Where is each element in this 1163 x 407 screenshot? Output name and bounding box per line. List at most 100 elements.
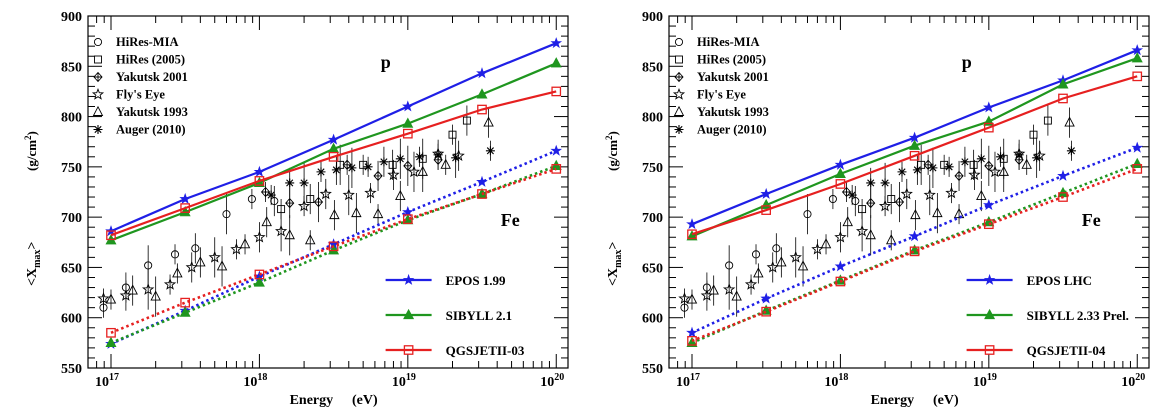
legend-marker (94, 38, 101, 45)
measurement-auger-2010- (267, 138, 495, 205)
data-point (374, 171, 382, 180)
legend-label: SIBYLL 2.33 Prel. (1027, 308, 1129, 323)
series-point (403, 101, 413, 110)
x-tick-label: 1017 (95, 372, 119, 390)
legend-marker (404, 275, 414, 284)
series-point (477, 177, 487, 186)
series-point (329, 135, 339, 144)
left-panel: 550 600 650 700 750 800 850 900 1017 1018 1019 1020… (23, 10, 568, 407)
series-point (551, 58, 561, 67)
legend-marker (676, 56, 683, 63)
y-tick-label: 650 (642, 261, 663, 276)
data-point (895, 198, 903, 207)
x-tick-label: 1018 (243, 372, 267, 390)
series-p-epos-1-99 (106, 38, 561, 235)
y-tick-label: 600 (61, 312, 82, 327)
model-legend: EPOS 1.99SIBYLL 2.1QGSJETII-03 (386, 273, 525, 358)
data-point (955, 171, 963, 180)
y-axis-unit-close: ) (605, 131, 620, 135)
data-legend: HiRes-MIAHiRes (2005)Yakutsk 2001Fly's E… (674, 35, 769, 137)
legend-label: Yakutsk 1993 (697, 105, 769, 119)
series-point (1132, 53, 1142, 62)
measurement-auger-2010- (848, 138, 1076, 205)
x-axis-unit: (eV) (933, 393, 959, 407)
data-point (985, 161, 993, 170)
annotation-fe: Fe (501, 210, 520, 230)
data-point (866, 178, 875, 187)
x-tick-exponent: 19 (987, 372, 997, 383)
legend-label: QGSJETII-03 (446, 343, 525, 358)
series-point (551, 146, 561, 155)
data-point (267, 191, 276, 200)
legend-marker (94, 125, 103, 134)
data-point (1015, 150, 1024, 159)
legend-marker (675, 125, 684, 134)
y-axis-label-close: > (25, 242, 40, 250)
data-point (404, 161, 412, 170)
series-point (551, 38, 561, 47)
y-tick-label: 650 (61, 261, 82, 276)
annotation-p: p (381, 52, 391, 72)
legend-label: Yakutsk 2001 (116, 70, 188, 84)
data-point (848, 191, 857, 200)
y-tick-label: 850 (61, 60, 82, 75)
legend-marker (675, 107, 684, 116)
x-tick-exponent: 17 (690, 372, 700, 383)
series-line (692, 148, 1137, 333)
legend-marker (675, 73, 683, 82)
y-tick-label: 800 (61, 111, 82, 126)
legend-label: Yakutsk 1993 (116, 105, 188, 119)
data-point (996, 152, 1005, 161)
data-point (364, 162, 373, 171)
y-axis-unit: (g/cm2) (604, 131, 620, 171)
y-tick-label: 550 (642, 362, 663, 377)
legend-marker (93, 89, 103, 98)
legend-label: Fly's Eye (116, 88, 165, 102)
data-point (332, 165, 341, 174)
annotation-fe: Fe (1082, 210, 1101, 230)
y-axis-unit: (g/cm2) (23, 131, 39, 171)
data-point (285, 178, 294, 187)
data-point (897, 167, 906, 176)
x-tick-label: 1020 (540, 372, 564, 390)
y-tick-label: 900 (642, 10, 663, 25)
data-point (867, 199, 875, 208)
y-tick-label: 700 (642, 211, 663, 226)
data-point (960, 157, 969, 166)
legend-label: HiRes-MIA (116, 35, 179, 49)
series-point (477, 68, 487, 77)
data-point (314, 198, 322, 207)
y-axis-label: <Xmax> (25, 242, 43, 286)
y-tick-label: 700 (61, 211, 82, 226)
x-axis-label: Energy (871, 393, 915, 407)
series-point (180, 194, 190, 203)
legend-label: HiRes (2005) (116, 53, 185, 67)
y-axis-label-sub: max (613, 250, 624, 268)
y-tick-label: 600 (642, 312, 663, 327)
measurement-yakutsk-1993 (106, 108, 493, 317)
legend-label: Auger (2010) (697, 123, 767, 137)
x-tick-label: 1017 (676, 372, 700, 390)
x-axis-label: Energy (290, 393, 334, 407)
legend-label: QGSJETII-04 (1027, 343, 1106, 358)
legend-label: SIBYLL 2.1 (446, 308, 512, 323)
data-point (396, 154, 405, 163)
data-point (379, 157, 388, 166)
data-point (347, 163, 356, 172)
y-axis-label-close: > (606, 242, 621, 250)
measurement-yakutsk-1993 (687, 108, 1074, 317)
series-point (836, 261, 846, 270)
x-tick-exponent: 18 (257, 372, 267, 383)
legend-marker (985, 275, 995, 284)
x-tick-label: 1019 (973, 372, 997, 390)
legend-marker (95, 56, 102, 63)
data-point (945, 162, 954, 171)
legend-marker (94, 107, 103, 116)
data-point (486, 146, 495, 155)
x-tick-exponent: 18 (838, 372, 848, 383)
data-point (913, 165, 922, 174)
data-point (977, 154, 986, 163)
y-tick-label: 900 (61, 10, 82, 25)
data-point (286, 199, 294, 208)
